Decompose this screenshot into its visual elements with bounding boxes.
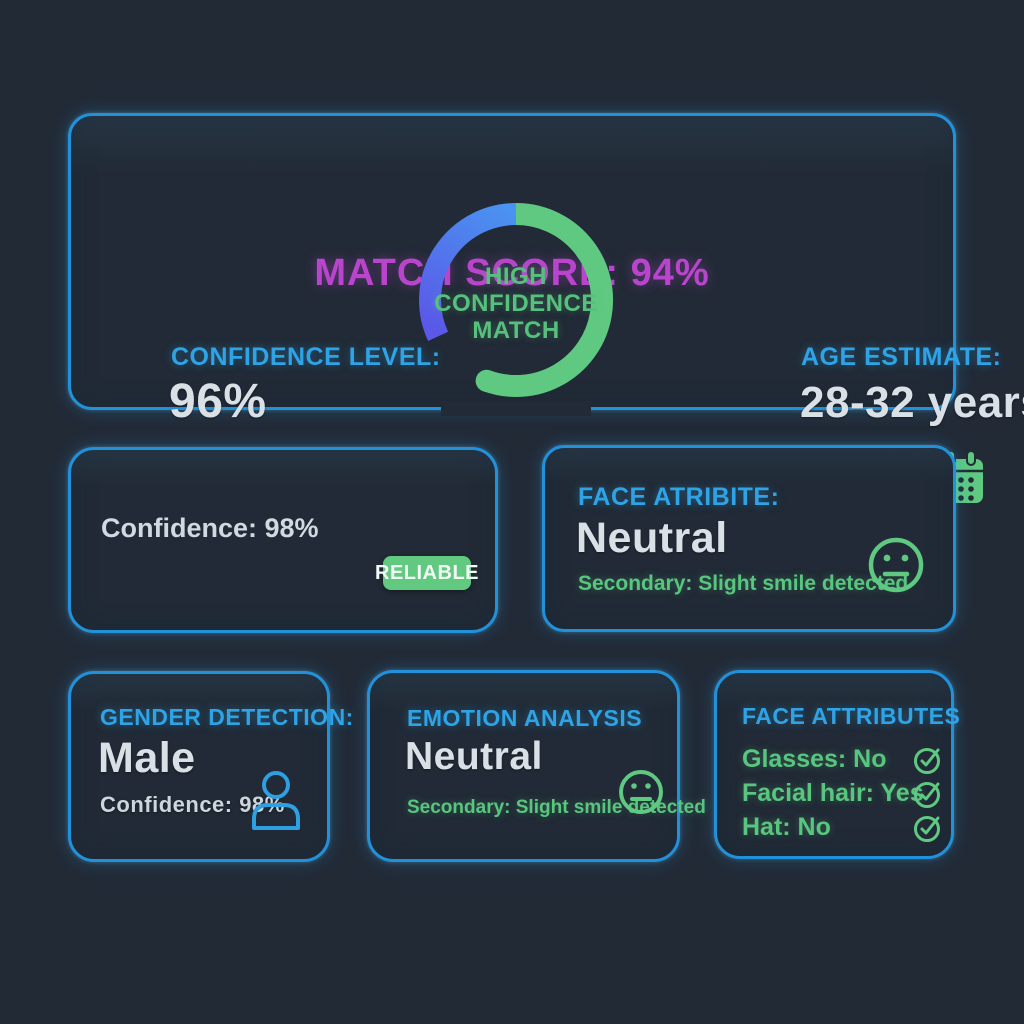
emotion-secondary: Secondary: Slight smile detected (407, 797, 706, 818)
neutral-face-icon (619, 770, 663, 814)
emotion-analysis-card: EMOTION ANALYSIS Neutral Secondary: Slig… (367, 670, 706, 862)
confidence-level-value: 96% (169, 375, 267, 428)
person-icon (252, 771, 300, 830)
face-attribute-title: FACE ATRIBITE: (578, 483, 780, 511)
emotion-title: EMOTION ANALYSIS (407, 705, 643, 731)
confidence-level-label: CONFIDENCE LEVEL: (171, 343, 441, 371)
attribute-row: Facial hair: Yes (742, 779, 924, 807)
gender-detection-card: GENDER DETECTION: Male Confidence: 98% (68, 671, 353, 862)
gender-value: Male (98, 734, 196, 782)
check-circle-icon (914, 748, 940, 774)
check-circle-icon (914, 816, 940, 842)
face-attribute-value: Neutral (576, 514, 728, 562)
reliable-badge: RELIABLE (375, 556, 479, 590)
check-circle-icon (914, 782, 940, 808)
reliability-card: Confidence: 98% RELIABLE (68, 447, 498, 633)
face-attribute-secondary: Secondary: Slight smile detected (578, 572, 909, 595)
face-attributes-title: FACE ATTRIBUTES (742, 703, 961, 729)
neutral-face-icon (868, 537, 924, 593)
emotion-value: Neutral (405, 735, 543, 778)
age-estimate-value: 28-32 years (800, 378, 1024, 427)
attribute-row: Hat: No (742, 813, 831, 841)
gauge-border-gap (441, 401, 591, 416)
match-score-card: MATCH SCORE: 94% CONFIDENCE LEVEL: 96% A… (68, 113, 1024, 504)
reliability-confidence-text: Confidence: 98% (101, 513, 319, 543)
confidence-gauge (419, 203, 613, 397)
attribute-row: Glasses: No (742, 745, 887, 773)
face-attributes-card: FACE ATTRIBUTES Glasses: No Facial hair:… (714, 670, 960, 859)
age-estimate-label: AGE ESTIMATE: (801, 343, 1002, 371)
gender-title: GENDER DETECTION: (100, 704, 354, 730)
face-attribute-card: FACE ATRIBITE: Neutral Secondary: Slight… (542, 445, 956, 632)
match-score-title: MATCH SCORE: 94% (314, 252, 710, 294)
gauge-label: HIGH CONFIDENCE MATCH (434, 263, 598, 344)
